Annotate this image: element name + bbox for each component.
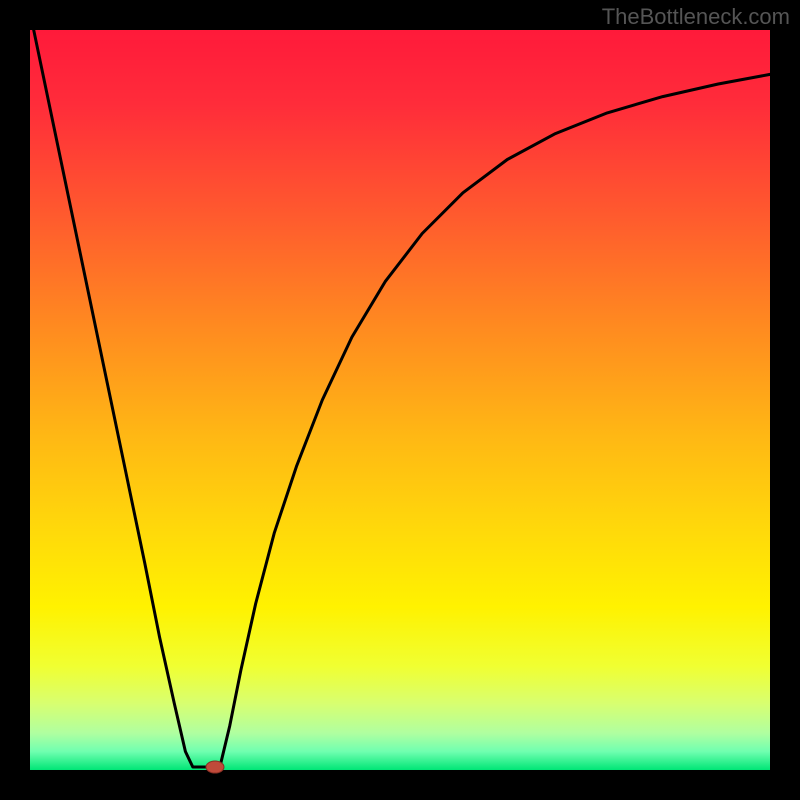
chart-plot-area: [30, 30, 770, 770]
bottleneck-chart: [0, 0, 800, 800]
chart-container: TheBottleneck.com: [0, 0, 800, 800]
optimal-point-marker: [206, 761, 224, 773]
watermark-text: TheBottleneck.com: [602, 4, 790, 30]
